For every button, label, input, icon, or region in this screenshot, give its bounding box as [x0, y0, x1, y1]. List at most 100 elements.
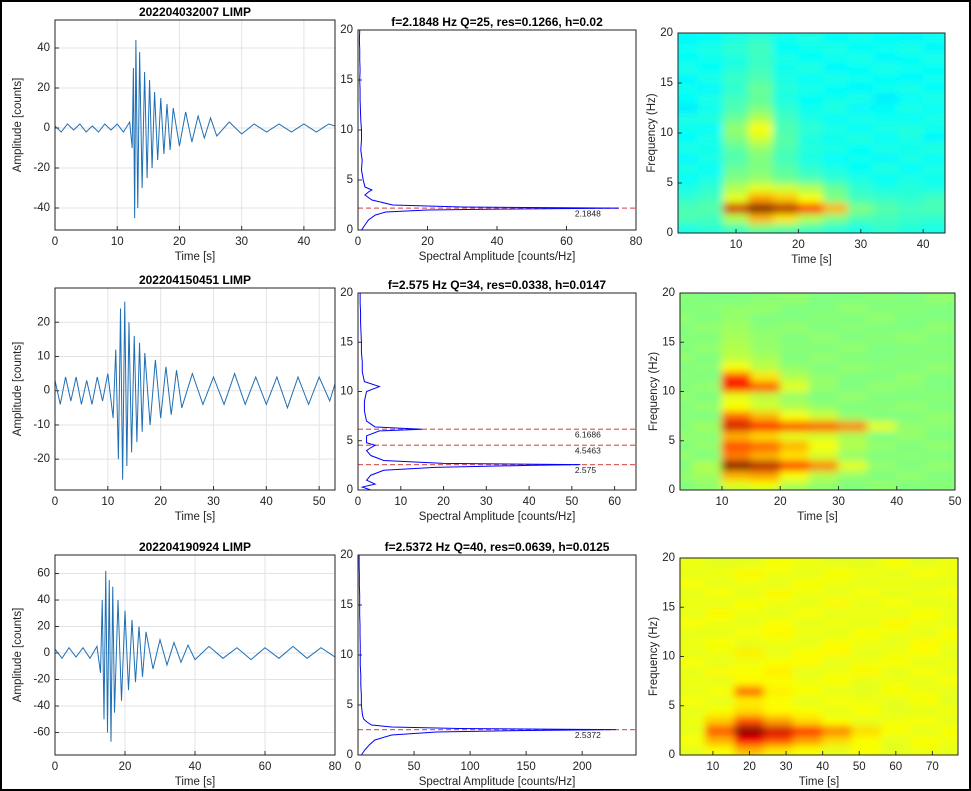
heatmap-cell [698, 132, 725, 144]
heatmap-cell [851, 734, 882, 746]
heatmap-cell [763, 558, 794, 569]
heatmap-cell [772, 152, 799, 164]
x-tick-label: 80 [630, 236, 643, 248]
y-tick-label: 60 [37, 568, 50, 580]
heatmap-cell [909, 705, 941, 717]
heatmap-cell [721, 341, 752, 353]
x-tick-label: 20 [792, 239, 805, 251]
y-tick-label: 0 [44, 385, 50, 397]
heatmap-cell [867, 440, 898, 452]
heatmap-cell [880, 646, 911, 657]
heatmap-cell [897, 72, 924, 84]
heatmap-cell [851, 558, 882, 569]
heatmap-cell [678, 212, 700, 224]
heatmap-cell [822, 656, 853, 667]
x-tick-label: 30 [480, 496, 493, 508]
x-axis-label: Time [s] [175, 251, 215, 263]
axes-box [679, 292, 956, 491]
heatmap-cell [750, 391, 781, 402]
heatmap-cell [779, 469, 810, 481]
x-tick-label: 30 [854, 239, 867, 251]
y-tick-label: -40 [33, 700, 50, 712]
waveform [55, 301, 335, 480]
heatmap-cell [750, 440, 781, 452]
x-tick-label: 100 [461, 761, 480, 773]
heatmap-cell [851, 705, 882, 717]
heatmap-cell [721, 420, 752, 432]
heatmap-cell [808, 440, 839, 452]
heatmap-cell [851, 587, 882, 598]
y-tick-label: 15 [660, 77, 673, 89]
x-tick-label: 50 [853, 761, 866, 773]
heatmap-cells [680, 293, 955, 490]
heatmap-cell [897, 162, 924, 174]
heatmap-cell [822, 596, 853, 608]
heatmap-cell [851, 626, 882, 638]
heatmap-cell [734, 567, 765, 579]
heatmap-cell [837, 312, 869, 324]
heatmap-cell [678, 52, 700, 64]
heatmap-cell [867, 361, 898, 373]
heatmap-cell [925, 381, 955, 392]
heatmap-cell [897, 82, 924, 94]
heatmap-cell [692, 440, 723, 452]
y-axis-label: Frequency (Hz) [648, 617, 660, 696]
heatmap-cell [925, 302, 955, 314]
heatmap-cell [705, 567, 736, 579]
heatmap-cell [792, 734, 824, 746]
heatmap-cell [680, 577, 707, 589]
x-tick-label: 20 [437, 496, 450, 508]
heatmap-cell [837, 400, 869, 412]
heatmap-cell [680, 410, 694, 422]
heatmap-cell [896, 331, 927, 343]
heatmap-cell [922, 202, 945, 214]
heatmap-cell [797, 112, 824, 124]
heatmap-cell [721, 351, 752, 363]
heatmap-cell [705, 665, 736, 677]
heatmap-cell [909, 596, 941, 608]
heatmap-cell [705, 587, 736, 598]
heatmap-cell [837, 331, 869, 343]
heatmap-cell [734, 646, 765, 657]
heatmap-cell [779, 341, 810, 353]
heatmap-cell [867, 381, 898, 392]
heatmap-cell [922, 52, 945, 64]
heatmap-cell [750, 361, 781, 373]
heatmap-cell [896, 322, 927, 333]
heatmap-cell [851, 685, 882, 697]
heatmap-cell [779, 410, 810, 422]
heatmap-cell [750, 420, 781, 432]
heatmap-cell [680, 391, 694, 402]
heatmap-cell [880, 587, 911, 598]
heatmap-cell [822, 62, 849, 74]
heatmap-cell [723, 212, 749, 224]
heatmap-cell [747, 33, 774, 44]
heatmap-cell [896, 371, 927, 383]
heatmap-cell [721, 469, 752, 481]
heatmap-cell [680, 361, 694, 373]
heatmap-cell [734, 724, 765, 736]
heatmap-cell [808, 293, 839, 304]
heatmap-cell [909, 734, 941, 746]
heatmap-cell [680, 371, 694, 383]
heatmap-cell [692, 371, 723, 383]
heatmap-cell [808, 371, 839, 383]
x-tick-label: 20 [154, 496, 167, 508]
x-axis-label: Time [s] [175, 776, 215, 788]
heatmap-cell [747, 212, 774, 224]
heatmap-cell [721, 450, 752, 461]
heatmap-cell [837, 293, 869, 304]
heatmap-cell [723, 142, 749, 154]
heatmap-cell [723, 102, 749, 114]
x-tick-label: 20 [173, 236, 186, 248]
heatmap-cell [922, 112, 945, 124]
heatmap-cell [867, 469, 898, 481]
heatmap-cell [797, 152, 824, 164]
heatmap-cell [925, 312, 955, 324]
heatmap-cell [680, 351, 694, 363]
heatmap-cell [808, 322, 839, 333]
x-tick-label: 0 [52, 236, 58, 248]
y-tick-label: -10 [33, 419, 50, 431]
heatmap-cell [925, 459, 955, 471]
